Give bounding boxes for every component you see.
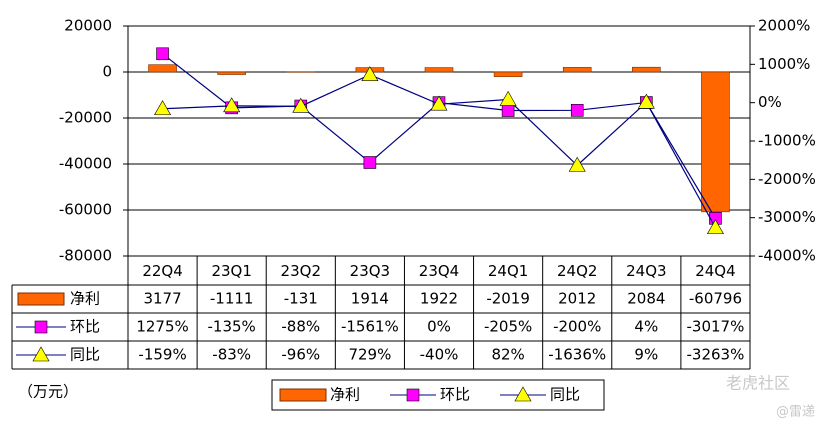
table-cell: -3017% bbox=[687, 318, 745, 336]
table-cell: -3263% bbox=[687, 346, 745, 364]
point bbox=[637, 93, 655, 109]
y-tick-label: 0 bbox=[102, 63, 112, 81]
table-cell: 2012 bbox=[558, 290, 596, 308]
y2-tick-label: 1000% bbox=[758, 55, 810, 73]
table-cell: 2084 bbox=[627, 290, 665, 308]
table-cell: 1275% bbox=[136, 318, 188, 336]
point bbox=[499, 90, 517, 106]
y-tick-label: -20000 bbox=[59, 109, 112, 127]
watermark: @雷递 bbox=[776, 405, 815, 420]
table-cell: 3177 bbox=[143, 290, 181, 308]
watermark: 老虎社区 bbox=[726, 374, 790, 393]
table-cell: -40% bbox=[420, 346, 459, 364]
x-tick-label: 24Q1 bbox=[488, 262, 528, 280]
table-cell: 729% bbox=[348, 346, 391, 364]
y-tick-label: 20000 bbox=[64, 17, 112, 35]
table-cell: -200% bbox=[553, 318, 601, 336]
legend-key bbox=[279, 388, 327, 402]
x-tick-label: 24Q4 bbox=[695, 262, 735, 280]
y2-tick-label: -4000% bbox=[758, 247, 816, 265]
point bbox=[430, 95, 448, 111]
y2-tick-label: 2000% bbox=[758, 17, 810, 35]
x-tick-label: 24Q3 bbox=[626, 262, 666, 280]
table-cell: 1914 bbox=[351, 290, 389, 308]
table-series-name: 环比 bbox=[70, 318, 100, 336]
table-key bbox=[34, 320, 48, 334]
plot-frame bbox=[127, 25, 751, 257]
y2-tick-label: -2000% bbox=[758, 170, 816, 188]
bar bbox=[217, 71, 246, 75]
legend-label: 环比 bbox=[440, 386, 470, 404]
table-cell: 1922 bbox=[420, 290, 458, 308]
legend-key bbox=[514, 386, 532, 402]
table-cell: -60796 bbox=[689, 290, 742, 308]
point bbox=[223, 97, 241, 113]
bar bbox=[424, 67, 454, 73]
point bbox=[361, 66, 379, 82]
point bbox=[568, 156, 586, 172]
x-tick-label: 24Q2 bbox=[557, 262, 597, 280]
table-series-name: 净利 bbox=[70, 290, 100, 308]
y-tick-label: -60000 bbox=[59, 201, 112, 219]
table-cell: 82% bbox=[491, 346, 524, 364]
table-cell: 0% bbox=[427, 318, 451, 336]
legend-key bbox=[406, 388, 420, 402]
bar bbox=[632, 66, 661, 73]
table-key bbox=[32, 346, 50, 362]
point bbox=[570, 104, 584, 117]
point bbox=[706, 219, 724, 235]
table-cell: -159% bbox=[138, 346, 186, 364]
point bbox=[292, 97, 310, 113]
legend-label: 净利 bbox=[330, 386, 360, 404]
x-tick-label: 23Q1 bbox=[211, 262, 251, 280]
table-cell: -83% bbox=[212, 346, 251, 364]
x-tick-label: 23Q4 bbox=[419, 262, 459, 280]
table-cell: -1561% bbox=[341, 318, 399, 336]
table-cell: 9% bbox=[634, 346, 658, 364]
y2-tick-label: -3000% bbox=[758, 208, 816, 226]
y2-tick-label: 0% bbox=[758, 93, 782, 111]
point bbox=[363, 156, 377, 169]
y-tick-label: -40000 bbox=[59, 155, 112, 173]
table-cell: -1111 bbox=[210, 290, 254, 308]
table-cell: -88% bbox=[281, 318, 320, 336]
x-tick-label: 23Q3 bbox=[350, 262, 390, 280]
table-cell: -1636% bbox=[548, 346, 606, 364]
x-tick-label: 23Q2 bbox=[281, 262, 321, 280]
point bbox=[154, 100, 172, 116]
legend bbox=[271, 379, 605, 411]
table-cell: -131 bbox=[284, 290, 318, 308]
point bbox=[156, 47, 169, 61]
unit-label: （万元） bbox=[18, 383, 78, 401]
bar bbox=[493, 71, 523, 77]
table-series-name: 同比 bbox=[70, 346, 100, 364]
line bbox=[162, 53, 716, 219]
point bbox=[501, 104, 515, 117]
bar bbox=[562, 67, 592, 73]
y-tick-label: -80000 bbox=[59, 247, 112, 265]
table-key bbox=[17, 292, 65, 306]
table-cell: -205% bbox=[484, 318, 532, 336]
table-cell: -96% bbox=[281, 346, 320, 364]
table-cell: 4% bbox=[634, 318, 658, 336]
y2-tick-label: -1000% bbox=[758, 132, 816, 150]
bar bbox=[701, 71, 730, 213]
bar bbox=[148, 64, 177, 73]
x-tick-label: 22Q4 bbox=[142, 262, 182, 280]
table-cell: -2019 bbox=[486, 290, 530, 308]
table-cell: -135% bbox=[208, 318, 256, 336]
legend-label: 同比 bbox=[550, 386, 580, 404]
